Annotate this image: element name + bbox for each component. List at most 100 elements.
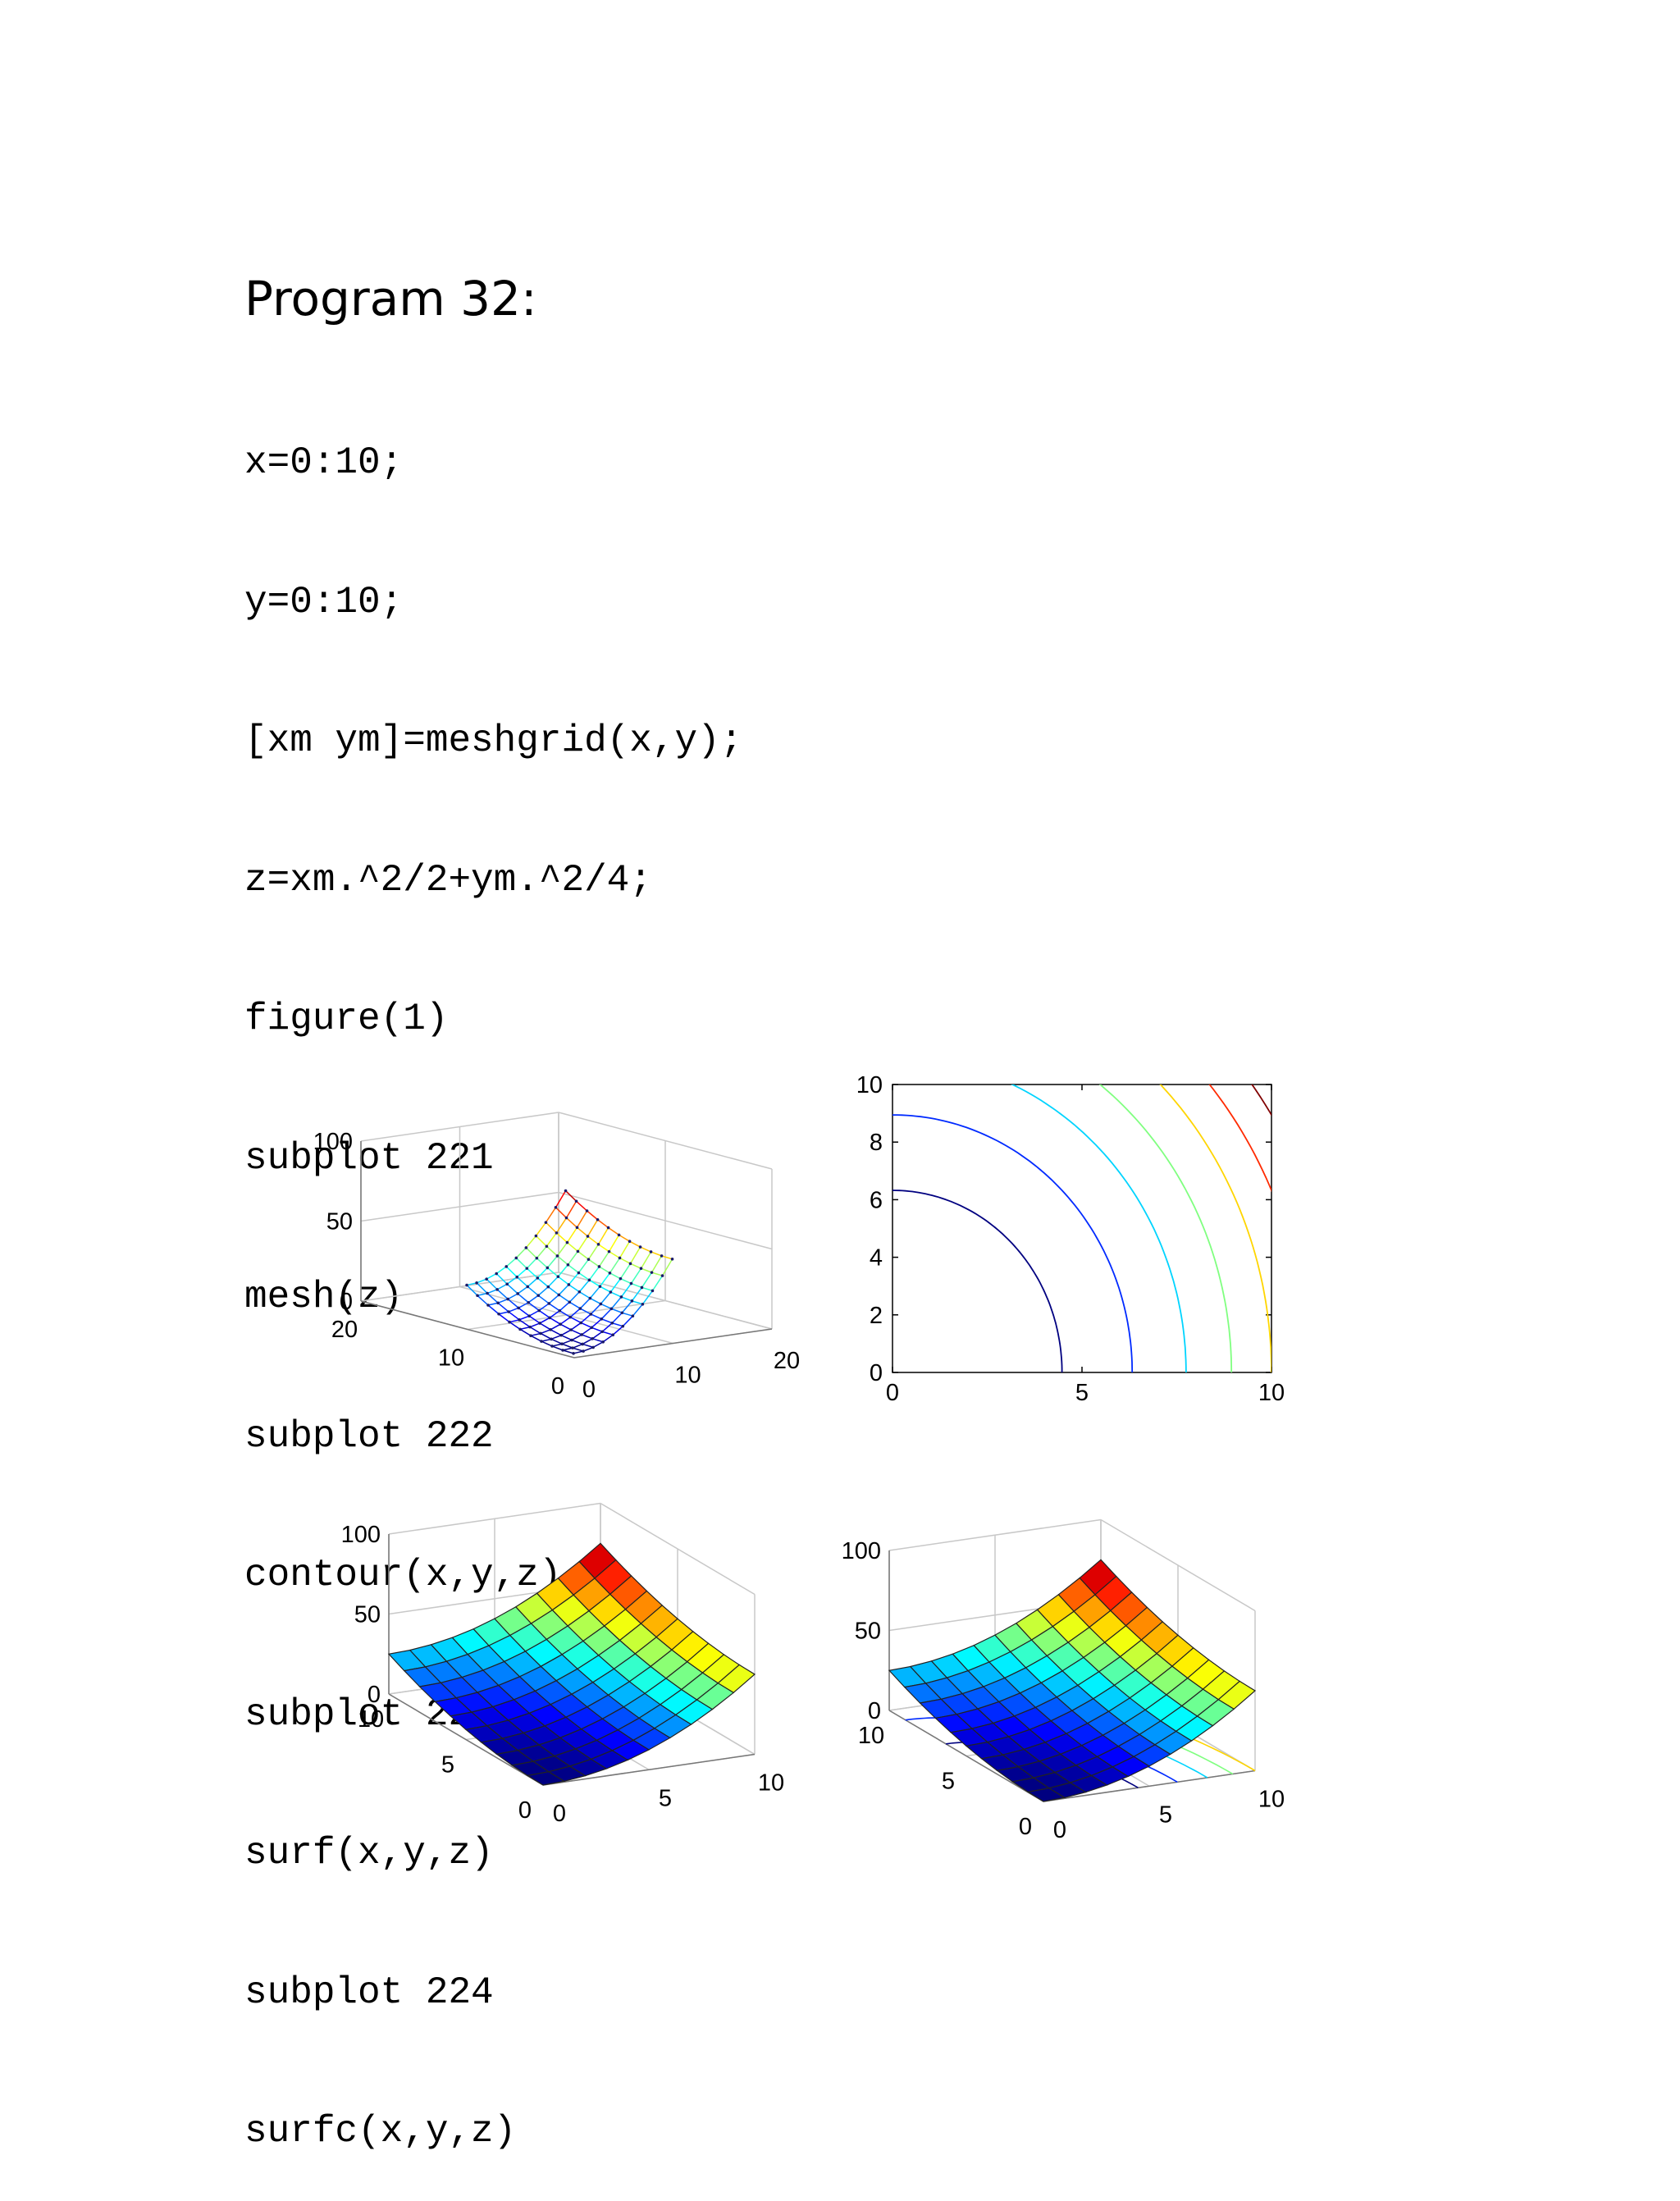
mesh-line — [477, 1292, 488, 1296]
axis-line — [360, 1300, 575, 1359]
mesh-line — [466, 1285, 478, 1296]
mesh-line — [560, 1329, 572, 1336]
mesh-node — [601, 1340, 605, 1344]
code-line: surfc(x,y,z) — [244, 2110, 517, 2153]
mesh-line — [527, 1295, 539, 1304]
mesh-line — [538, 1309, 550, 1318]
mesh-node — [599, 1302, 603, 1306]
mesh-node — [495, 1272, 498, 1276]
mesh-line — [529, 1326, 541, 1335]
mesh-node — [555, 1254, 559, 1258]
y-tick-label: 20 — [331, 1317, 358, 1343]
mesh-line — [572, 1347, 584, 1352]
y-tick-label: 8 — [870, 1130, 883, 1156]
code-line: [xm ym]=meshgrid(x,y); — [244, 719, 743, 762]
mesh-line — [565, 1190, 578, 1202]
mesh-node — [537, 1308, 541, 1313]
code-line: contour(x,y,z) — [244, 1554, 562, 1596]
mesh-line — [545, 1222, 557, 1234]
mesh-line — [559, 1310, 571, 1318]
mesh-node — [567, 1283, 571, 1286]
code-line: x=0:10; — [244, 441, 404, 484]
mesh-line — [546, 1255, 558, 1268]
mesh-line — [620, 1283, 632, 1298]
mesh-line — [582, 1338, 593, 1345]
mesh-line — [515, 1257, 527, 1269]
axis-line — [1043, 1769, 1256, 1802]
mesh-node — [581, 1342, 584, 1346]
mesh-node — [534, 1234, 538, 1238]
mesh-line — [641, 1267, 652, 1273]
mesh-line — [582, 1343, 594, 1349]
mesh-line — [516, 1267, 527, 1278]
mesh-node — [475, 1281, 478, 1285]
mesh-line — [555, 1232, 568, 1244]
mesh-line — [571, 1339, 583, 1345]
mesh-node — [507, 1310, 510, 1313]
mesh-node — [598, 1285, 602, 1288]
axis-line — [388, 1693, 544, 1786]
mesh-line — [598, 1251, 610, 1267]
mesh-line — [535, 1235, 547, 1247]
mesh-node — [589, 1313, 593, 1316]
mesh-line — [573, 1350, 584, 1354]
mesh-line — [571, 1334, 582, 1341]
mesh-line — [496, 1289, 509, 1300]
mesh-node — [606, 1226, 610, 1230]
mesh-node — [465, 1283, 468, 1287]
mesh-line — [589, 1297, 601, 1305]
mesh-node — [486, 1291, 489, 1295]
contour-line — [1011, 1085, 1187, 1372]
mesh-line — [576, 1200, 588, 1212]
mesh-node — [526, 1285, 530, 1289]
mesh-node — [527, 1314, 531, 1317]
x-tick-label: 0 — [553, 1801, 566, 1827]
mesh-node — [596, 1243, 600, 1246]
z-tick-label: 0 — [868, 1698, 881, 1724]
mesh-line — [508, 1307, 519, 1313]
mesh-line — [610, 1291, 622, 1298]
mesh-node — [516, 1292, 519, 1295]
mesh-node — [495, 1288, 499, 1291]
mesh-node — [545, 1244, 549, 1249]
mesh-line — [619, 1257, 631, 1265]
mesh-line — [506, 1276, 518, 1285]
mesh-node — [611, 1333, 615, 1336]
mesh-line — [651, 1272, 663, 1276]
mesh-node — [620, 1311, 624, 1315]
mesh-line — [550, 1323, 561, 1331]
mesh-line — [651, 1275, 664, 1291]
mesh-line — [496, 1283, 508, 1290]
mesh-node — [660, 1254, 664, 1258]
y-tick-label: 0 — [870, 1360, 883, 1386]
mesh-line — [486, 1272, 497, 1280]
mesh-line — [641, 1286, 653, 1292]
mesh-node — [485, 1277, 488, 1281]
mesh-node — [579, 1321, 583, 1325]
mesh-node — [564, 1189, 568, 1193]
mesh-line — [561, 1343, 573, 1349]
mesh-line — [632, 1304, 643, 1317]
mesh-node — [591, 1337, 594, 1340]
surface-patch — [717, 1664, 756, 1694]
mesh-node — [609, 1307, 614, 1311]
mesh-node — [618, 1256, 622, 1260]
code-block: x=0:10; y=0:10; [xm ym]=meshgrid(x,y); z… — [244, 347, 742, 2201]
y-tick-label: 6 — [870, 1187, 883, 1213]
code-line: subplot 222 — [244, 1414, 494, 1458]
mesh-line — [495, 1272, 508, 1285]
mesh-line — [530, 1335, 542, 1342]
mesh-node — [578, 1307, 582, 1310]
mesh-line — [578, 1279, 590, 1293]
mesh-line — [590, 1303, 601, 1315]
surface-patch — [1217, 1680, 1257, 1710]
mesh-line — [517, 1293, 529, 1304]
mesh-line — [518, 1315, 530, 1321]
mesh-line — [558, 1294, 570, 1303]
x-tick-label: 10 — [758, 1770, 784, 1797]
mesh-node — [549, 1328, 552, 1331]
mesh-line — [661, 1255, 673, 1260]
mesh-line — [537, 1295, 550, 1304]
